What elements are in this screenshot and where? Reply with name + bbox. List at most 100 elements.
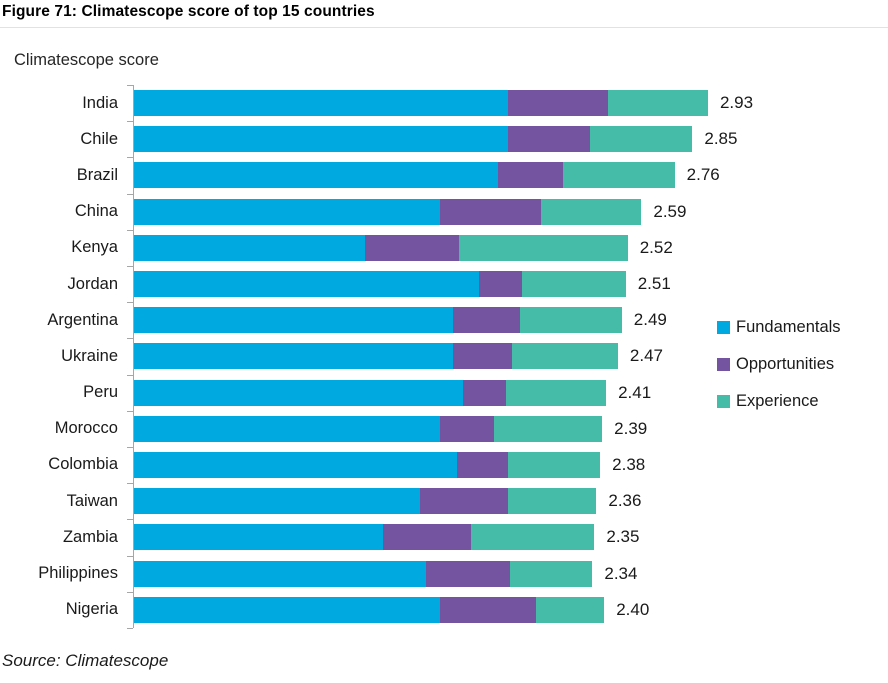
- axis-tick: [127, 628, 133, 629]
- bar-segment-fundamentals: [134, 234, 366, 261]
- bar-segment-opportunities: [382, 524, 471, 551]
- bar-segment-fundamentals: [134, 307, 454, 334]
- category-label: Philippines: [38, 564, 118, 583]
- stacked-bar: [134, 415, 603, 442]
- category-label: Morocco: [54, 419, 118, 438]
- value-label: 2.38: [612, 454, 646, 474]
- bar-segment-opportunities: [439, 198, 542, 225]
- axis-tick: [127, 555, 133, 557]
- axis-tick: [127, 193, 133, 195]
- bar-segment-fundamentals: [134, 162, 499, 189]
- bar-segment-opportunities: [498, 162, 563, 189]
- bar-segment-experience: [512, 343, 618, 370]
- bar-segment-experience: [508, 451, 601, 478]
- bar-segment-opportunities: [439, 415, 495, 442]
- stacked-bar: [134, 451, 601, 478]
- bar-row: Colombia 2.38: [0, 447, 888, 483]
- value-label: 2.47: [629, 346, 663, 366]
- category-label: Peru: [83, 383, 118, 402]
- bar-segment-experience: [510, 560, 593, 587]
- legend-label: Opportunities: [736, 355, 835, 373]
- bar-row: Zambia 2.35: [0, 519, 888, 555]
- value-label: 2.39: [614, 418, 648, 438]
- category-label: India: [82, 93, 118, 112]
- stacked-bar: [134, 162, 675, 189]
- axis-tick: [127, 85, 133, 86]
- category-label: Colombia: [48, 455, 118, 474]
- bar-segment-fundamentals: [134, 415, 440, 442]
- axis-tick: [127, 121, 133, 123]
- category-label: Chile: [80, 129, 118, 148]
- bar-row: Jordan 2.51: [0, 266, 888, 302]
- title-divider: [0, 27, 888, 28]
- bar-segment-opportunities: [478, 271, 522, 298]
- bar-row: Brazil 2.76: [0, 157, 888, 193]
- axis-tick: [127, 302, 133, 304]
- bar-segment-opportunities: [457, 451, 509, 478]
- value-label: 2.35: [606, 527, 640, 547]
- bar-segment-experience: [590, 126, 693, 153]
- source-note: Source: Climatescope: [2, 651, 169, 670]
- legend-swatch-fundamentals: [717, 321, 730, 334]
- bar-segment-experience: [459, 234, 628, 261]
- bar-row: Chile 2.85: [0, 121, 888, 157]
- bar-segment-experience: [535, 596, 605, 623]
- bar-segment-opportunities: [508, 126, 591, 153]
- bar-segment-fundamentals: [134, 451, 458, 478]
- bar-segment-fundamentals: [134, 198, 440, 225]
- bar-row: Philippines 2.34: [0, 555, 888, 591]
- bar-row: Kenya 2.52: [0, 230, 888, 266]
- bar-segment-opportunities: [453, 307, 520, 334]
- bar-row: Nigeria 2.40: [0, 592, 888, 628]
- stacked-bar: [134, 343, 618, 370]
- category-label: Argentina: [47, 310, 118, 329]
- chart-plot-area: India 2.93 Chile 2.85 Brazil 2.76 China 2.59 Ken…: [0, 85, 888, 629]
- bar-segment-fundamentals: [134, 379, 464, 406]
- category-label: China: [74, 202, 118, 221]
- bar-segment-fundamentals: [134, 343, 454, 370]
- bar-segment-experience: [508, 488, 597, 515]
- axis-title: Climatescope score: [14, 51, 159, 69]
- bar-segment-fundamentals: [134, 271, 479, 298]
- bar-segment-experience: [562, 162, 675, 189]
- category-label: Kenya: [71, 238, 118, 257]
- category-label: Brazil: [76, 165, 118, 184]
- legend-swatch-experience: [717, 395, 730, 408]
- legend-item-opportunities: Opportunities: [717, 346, 841, 383]
- axis-tick: [127, 410, 133, 412]
- value-label: 2.40: [616, 599, 650, 619]
- bar-rows-container: India 2.93 Chile 2.85 Brazil 2.76 China 2.59 Ken…: [0, 85, 888, 628]
- stacked-bar: [134, 488, 597, 515]
- legend-label: Experience: [736, 392, 819, 410]
- bar-segment-opportunities: [463, 379, 507, 406]
- axis-tick: [127, 483, 133, 485]
- axis-tick: [127, 266, 133, 267]
- category-label: Ukraine: [61, 346, 118, 365]
- axis-tick: [127, 374, 133, 376]
- axis-tick: [127, 338, 133, 340]
- stacked-bar: [134, 234, 628, 261]
- value-label: 2.36: [608, 491, 642, 511]
- bar-segment-opportunities: [439, 596, 536, 623]
- bar-segment-fundamentals: [134, 488, 420, 515]
- stacked-bar: [134, 271, 626, 298]
- chart-legend: Fundamentals Opportunities Experience: [717, 309, 841, 420]
- category-label: Jordan: [67, 274, 118, 293]
- y-axis-line: [133, 85, 134, 628]
- bar-segment-experience: [608, 90, 708, 117]
- bar-row: India 2.93: [0, 85, 888, 121]
- value-label: 2.34: [604, 563, 638, 583]
- bar-segment-fundamentals: [134, 524, 383, 551]
- bar-row: Peru 2.41: [0, 375, 888, 411]
- bar-segment-experience: [521, 271, 626, 298]
- figure-title: Figure 71: Climatescope score of top 15 …: [2, 3, 375, 20]
- bar-row: Morocco 2.39: [0, 411, 888, 447]
- bar-segment-experience: [541, 198, 642, 225]
- axis-tick: [127, 157, 133, 159]
- value-label: 2.85: [704, 129, 738, 149]
- axis-tick: [127, 447, 133, 448]
- value-label: 2.41: [618, 382, 652, 402]
- bar-row: Ukraine 2.47: [0, 338, 888, 374]
- stacked-bar: [134, 379, 607, 406]
- stacked-bar: [134, 596, 605, 623]
